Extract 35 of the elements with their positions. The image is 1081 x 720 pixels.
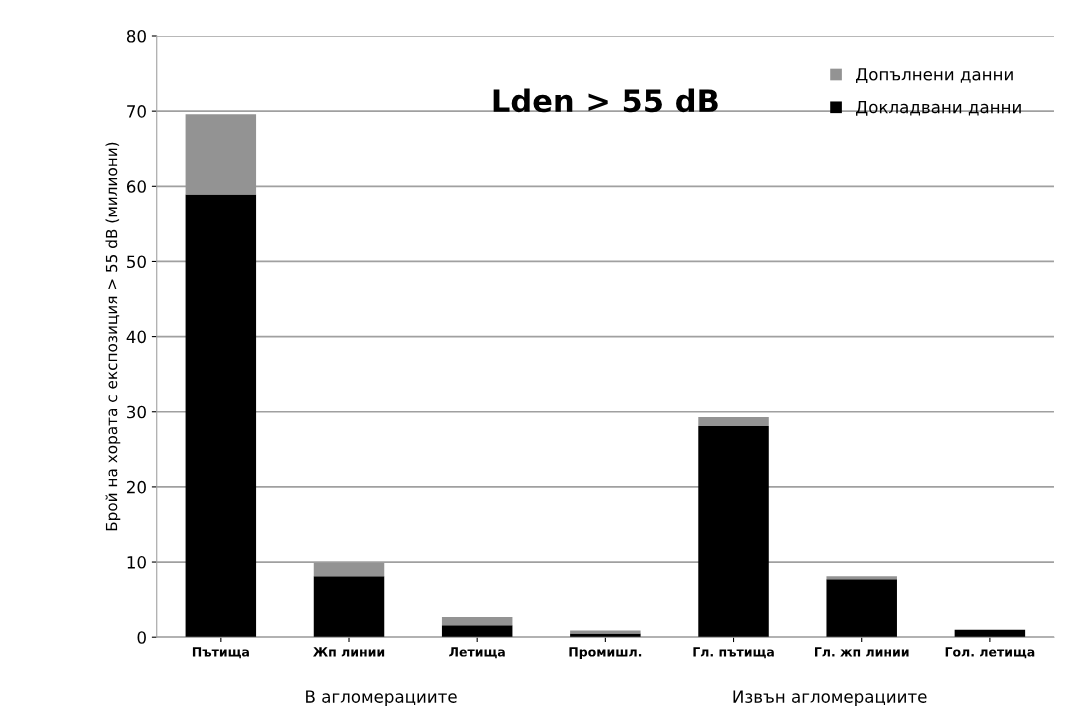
y-tick-label: 0 xyxy=(137,631,146,644)
y-tick-label: 10 xyxy=(127,556,146,569)
bar xyxy=(313,562,385,577)
x-tick-label: Летища xyxy=(449,647,505,659)
y-tick-label: 60 xyxy=(126,180,146,193)
x-tick-label: Гл. жп линии xyxy=(815,647,909,657)
y-tick-label: 40 xyxy=(126,330,146,344)
y-tick-label: 70 xyxy=(127,105,146,118)
bar xyxy=(570,633,641,638)
x-tick-label: Пътища xyxy=(192,647,249,659)
text: Извън агломерациите xyxy=(733,690,927,707)
bar xyxy=(826,579,897,638)
legend-label: Допълнени данни xyxy=(856,68,1013,83)
bar xyxy=(698,417,769,427)
x-tick-label: Гл. пътища xyxy=(693,647,774,659)
bar xyxy=(698,426,769,638)
bar xyxy=(570,630,641,634)
x-tick-label: Промишл. xyxy=(569,647,642,660)
legend-label: Докладвани данни xyxy=(856,100,1021,116)
bar xyxy=(441,625,513,638)
bar xyxy=(185,194,257,638)
bar xyxy=(954,629,1026,638)
bar xyxy=(441,616,513,626)
x-tick-label: Жп линии xyxy=(313,647,385,657)
y-tick-label: 80 xyxy=(126,29,146,43)
y-axis-title: Брой на хората с експозиция > 55 dB (милиони) xyxy=(105,142,121,531)
bar xyxy=(185,114,257,195)
y-tick-label: 50 xyxy=(127,255,146,269)
bar xyxy=(313,576,385,638)
bar xyxy=(826,576,897,580)
y-tick-label: 20 xyxy=(127,480,146,494)
text: Lden > 55 dB xyxy=(493,88,718,113)
x-tick-label: Гол. летища xyxy=(945,647,1035,659)
y-tick-label: 30 xyxy=(127,405,146,419)
text: В агломерациите xyxy=(306,690,457,707)
